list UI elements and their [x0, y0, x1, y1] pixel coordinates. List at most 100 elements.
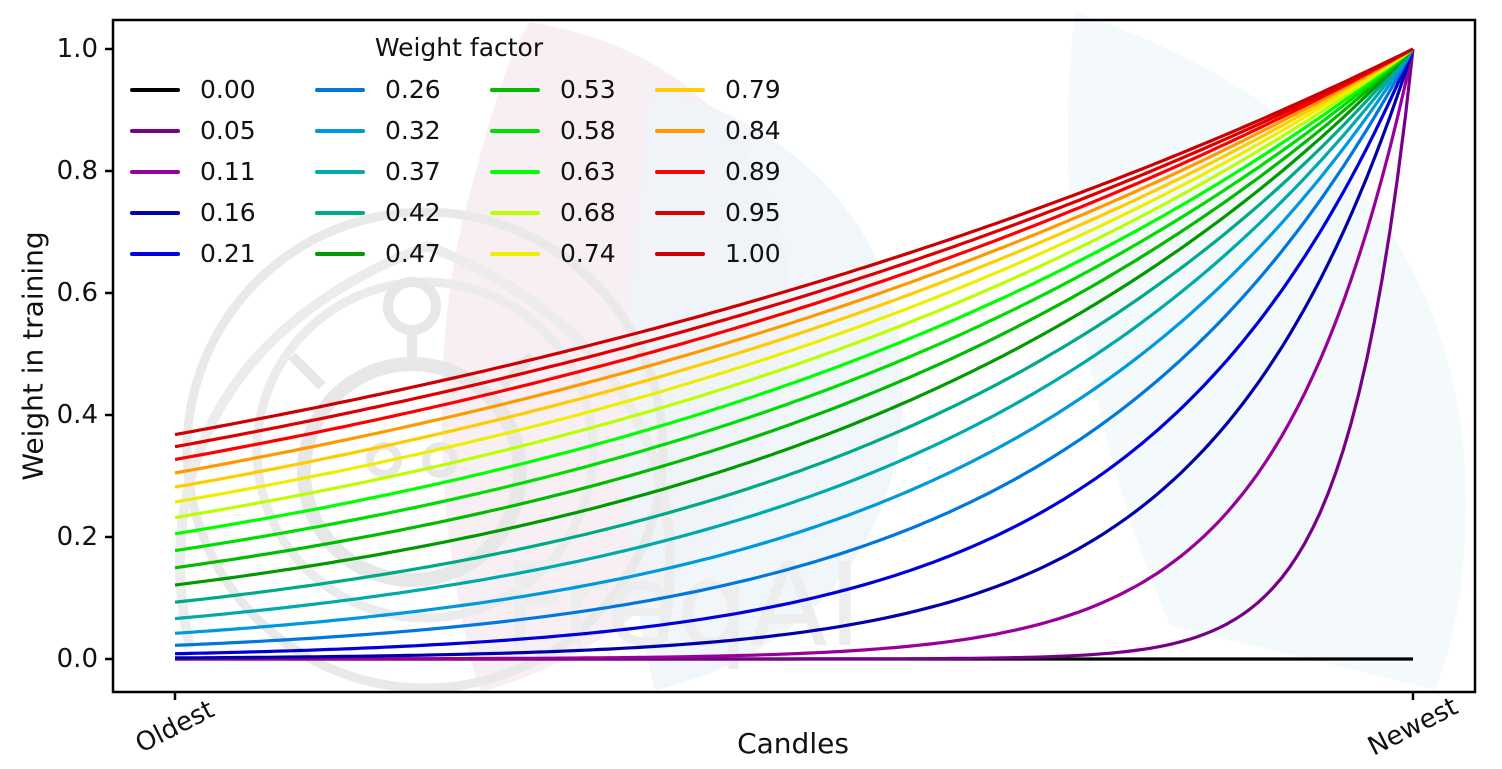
legend-swatch — [130, 169, 180, 174]
series-line-0.58 — [174, 47, 1415, 553]
y-tick-label: 0.6 — [56, 278, 98, 308]
legend-swatch — [490, 210, 540, 215]
watermark-stopwatch-body — [297, 357, 527, 587]
legend-swatch — [490, 128, 540, 133]
series-line-0.37 — [174, 48, 1415, 621]
y-tick-label: 0.4 — [56, 400, 98, 430]
axes-spines — [111, 18, 1477, 694]
legend-label: 0.21 — [200, 239, 256, 268]
legend-entry: 0.63 — [490, 159, 655, 184]
watermark-stopwatch-knob — [383, 277, 441, 335]
legend-swatch — [655, 169, 705, 174]
legend-swatch — [315, 251, 365, 256]
y-axis-label: Weight in training — [16, 231, 50, 481]
legend-swatch — [490, 169, 540, 174]
watermark-wing-right — [423, 240, 676, 650]
legend-grid: 0.00 0.05 0.11 0.16 0.21 0.26 0.32 0.37 0.42 0.47… — [130, 69, 788, 274]
legend-entry: 0.16 — [130, 200, 315, 225]
legend-label: 0.16 — [200, 198, 256, 227]
series-line-0.89 — [174, 47, 1414, 462]
legend-label: 0.84 — [725, 116, 781, 145]
series-line-0.95 — [174, 47, 1414, 449]
watermark-wing-left — [175, 240, 432, 650]
legend-label: 0.47 — [385, 239, 441, 268]
legend-swatch — [655, 210, 705, 215]
legend-label: 0.74 — [560, 239, 616, 268]
legend-swatch — [130, 87, 180, 92]
series-line-0.47 — [174, 47, 1415, 587]
legend-swatch — [130, 128, 180, 133]
legend-entry: 0.00 — [130, 77, 315, 102]
legend-swatch — [655, 87, 705, 92]
series-line-0.11 — [175, 48, 1415, 661]
legend-swatch — [490, 87, 540, 92]
y-tick-label: 0.0 — [56, 644, 98, 674]
legend: Weight factor 0.00 0.05 0.11 0.16 0.21 0.26 0.… — [130, 33, 788, 274]
series-line-0.32 — [174, 48, 1415, 635]
series-line-0.26 — [174, 48, 1415, 647]
legend-label: 0.37 — [385, 157, 441, 186]
series-line-0.21 — [174, 48, 1415, 656]
legend-entry: 0.74 — [490, 241, 655, 266]
legend-label: 0.89 — [725, 157, 781, 186]
legend-label: 0.26 — [385, 75, 441, 104]
legend-swatch — [490, 251, 540, 256]
watermark-eye-right — [422, 442, 458, 478]
legend-entry: 0.53 — [490, 77, 655, 102]
legend-entry: 0.11 — [130, 159, 315, 184]
legend-entry: 0.05 — [130, 118, 315, 143]
legend-title: Weight factor — [374, 33, 544, 62]
legend-entry: 0.37 — [315, 159, 490, 184]
watermark-leaf-blue-right — [1067, 12, 1466, 690]
legend-entry: 0.58 — [490, 118, 655, 143]
legend-swatch — [315, 210, 365, 215]
legend-entry: 0.89 — [655, 159, 788, 184]
watermark-ring-outer — [182, 207, 668, 693]
legend-entry: 1.00 — [655, 241, 788, 266]
legend-label: 0.95 — [725, 198, 781, 227]
series-line-0.16 — [175, 48, 1415, 660]
series-line-0.63 — [174, 47, 1414, 536]
y-tick-label: 0.8 — [56, 156, 98, 186]
y-tick-label: 0.2 — [56, 522, 98, 552]
plot-curves — [174, 47, 1415, 661]
legend-label: 0.11 — [200, 157, 256, 186]
legend-label: 0.42 — [385, 198, 441, 227]
legend-label: 0.05 — [200, 116, 256, 145]
legend-label: 0.00 — [200, 75, 256, 104]
legend-entry: 0.26 — [315, 77, 490, 102]
watermark-leaf-blue — [621, 85, 904, 690]
legend-label: 0.79 — [725, 75, 781, 104]
legend-entry: 0.47 — [315, 241, 490, 266]
y-tick-label: 1.0 — [56, 34, 98, 64]
series-line-0.79 — [174, 47, 1414, 489]
legend-swatch — [130, 251, 180, 256]
series-line-0.68 — [174, 47, 1414, 520]
legend-entry: 0.95 — [655, 200, 788, 225]
series-line-0.84 — [174, 47, 1414, 475]
legend-label: 0.68 — [560, 198, 616, 227]
legend-swatch — [315, 169, 365, 174]
legend-swatch — [655, 128, 705, 133]
legend-swatch — [655, 251, 705, 256]
legend-label: 0.63 — [560, 157, 616, 186]
legend-label: 0.32 — [385, 116, 441, 145]
series-line-0.74 — [174, 47, 1414, 504]
axes — [105, 18, 1477, 700]
legend-swatch — [130, 210, 180, 215]
legend-entry: 0.84 — [655, 118, 788, 143]
x-axis-label: Candles — [737, 727, 849, 760]
series-line-0.53 — [174, 47, 1415, 570]
legend-label: 0.58 — [560, 116, 616, 145]
legend-entry: 0.79 — [655, 77, 788, 102]
legend-entry: 0.32 — [315, 118, 490, 143]
legend-swatch — [315, 128, 365, 133]
legend-label: 1.00 — [725, 239, 781, 268]
watermark-stopwatch-ear-left — [288, 352, 326, 390]
legend-entry: 0.42 — [315, 200, 490, 225]
legend-entry: 0.68 — [490, 200, 655, 225]
legend-label: 0.53 — [560, 75, 616, 104]
series-line-0.42 — [174, 47, 1415, 604]
